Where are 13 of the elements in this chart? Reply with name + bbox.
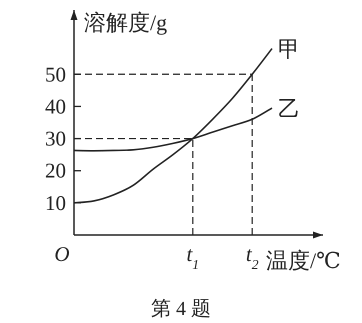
y-tick-label: 30 [45,126,66,151]
series-label: 乙 [278,96,300,122]
x-tick-label: t$_{1}$ [186,242,200,272]
y-tick-label: 10 [45,190,66,215]
text: O [54,242,70,266]
y-tick-label: 20 [45,158,66,183]
x-tick-label: t$_{2}$ [246,242,259,272]
y-tick-label: 40 [45,94,66,118]
y-tick-label: 50 [45,62,66,86]
series-label: 甲 [278,36,300,62]
y-axis-title: 溶解度/g [84,10,168,35]
text: 第 4 题 [151,298,211,320]
x-axis-title: 温度/℃ [266,248,341,273]
